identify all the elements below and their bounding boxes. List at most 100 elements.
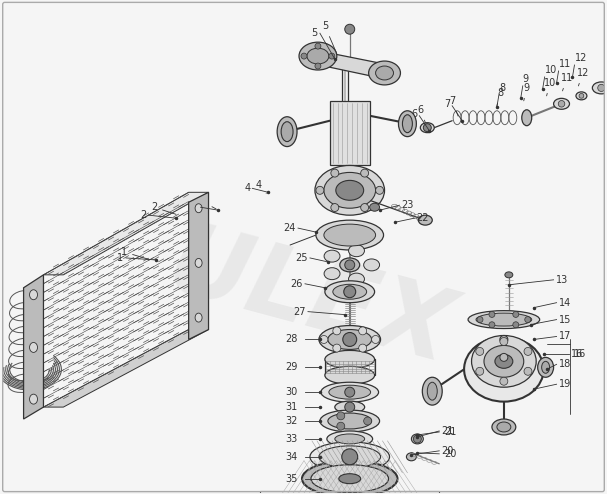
Ellipse shape — [324, 268, 340, 280]
Ellipse shape — [492, 419, 516, 435]
Circle shape — [371, 335, 379, 343]
Ellipse shape — [310, 442, 390, 472]
Ellipse shape — [576, 92, 587, 100]
Ellipse shape — [427, 382, 437, 400]
Polygon shape — [189, 192, 209, 339]
Text: 26: 26 — [291, 279, 303, 289]
Ellipse shape — [335, 401, 365, 413]
Ellipse shape — [30, 290, 38, 300]
Text: 21: 21 — [441, 426, 453, 436]
Text: 10: 10 — [544, 65, 557, 75]
Text: 10: 10 — [544, 78, 556, 96]
Text: 29: 29 — [286, 362, 298, 372]
Text: 31: 31 — [286, 402, 298, 412]
Text: 27: 27 — [294, 307, 306, 317]
Circle shape — [343, 332, 357, 346]
Ellipse shape — [402, 115, 412, 133]
Ellipse shape — [412, 434, 423, 444]
Text: 8: 8 — [497, 88, 503, 106]
Ellipse shape — [328, 329, 371, 349]
Circle shape — [342, 449, 358, 465]
Circle shape — [376, 186, 384, 194]
Ellipse shape — [195, 313, 202, 322]
Ellipse shape — [335, 434, 365, 444]
Ellipse shape — [522, 110, 532, 125]
Circle shape — [301, 53, 307, 59]
Ellipse shape — [500, 335, 508, 343]
Ellipse shape — [30, 394, 38, 404]
Ellipse shape — [328, 413, 371, 429]
Ellipse shape — [495, 354, 513, 369]
Ellipse shape — [324, 172, 376, 208]
Circle shape — [598, 84, 605, 91]
Circle shape — [361, 169, 368, 177]
Circle shape — [489, 311, 495, 318]
Circle shape — [500, 337, 508, 345]
Text: 11: 11 — [558, 59, 571, 69]
Ellipse shape — [325, 367, 375, 384]
Text: 22: 22 — [416, 213, 429, 223]
Ellipse shape — [592, 82, 607, 94]
Circle shape — [513, 311, 519, 318]
Circle shape — [345, 260, 354, 270]
Circle shape — [513, 322, 519, 328]
Text: ULEX: ULEX — [157, 215, 463, 384]
Bar — [260, 491, 439, 494]
Circle shape — [359, 327, 367, 335]
Circle shape — [345, 387, 354, 397]
Text: 5: 5 — [322, 21, 337, 53]
Text: 3: 3 — [200, 197, 216, 209]
Circle shape — [315, 43, 321, 49]
Circle shape — [320, 335, 328, 343]
Circle shape — [476, 368, 484, 375]
Text: 21: 21 — [444, 427, 456, 437]
Ellipse shape — [368, 61, 401, 85]
Text: 15: 15 — [558, 315, 571, 325]
Circle shape — [477, 317, 483, 323]
Ellipse shape — [407, 453, 416, 461]
Circle shape — [524, 347, 532, 355]
Text: 28: 28 — [286, 334, 298, 344]
Ellipse shape — [376, 66, 393, 80]
Text: 20: 20 — [441, 446, 453, 456]
Text: 35: 35 — [286, 474, 298, 484]
Text: 18: 18 — [558, 359, 571, 370]
Ellipse shape — [325, 350, 375, 369]
Ellipse shape — [472, 335, 536, 387]
Circle shape — [524, 368, 532, 375]
Ellipse shape — [324, 250, 340, 262]
Ellipse shape — [324, 224, 376, 246]
Circle shape — [476, 347, 484, 355]
Ellipse shape — [370, 203, 379, 211]
Text: 12: 12 — [574, 53, 587, 63]
Text: 32: 32 — [286, 416, 298, 426]
Text: 34: 34 — [286, 452, 298, 462]
Text: 1: 1 — [121, 247, 148, 259]
Circle shape — [315, 63, 321, 69]
Bar — [330, 101, 370, 165]
Text: 16: 16 — [574, 349, 586, 360]
Ellipse shape — [364, 259, 379, 271]
Ellipse shape — [476, 313, 532, 326]
Polygon shape — [44, 329, 209, 407]
Circle shape — [524, 317, 531, 323]
Text: 12: 12 — [577, 68, 589, 86]
Circle shape — [359, 344, 367, 352]
Ellipse shape — [316, 220, 384, 250]
Circle shape — [413, 435, 421, 443]
Ellipse shape — [348, 273, 364, 285]
Ellipse shape — [321, 382, 379, 402]
Circle shape — [345, 24, 354, 34]
Ellipse shape — [327, 431, 373, 447]
Text: 23: 23 — [401, 200, 414, 210]
Ellipse shape — [398, 111, 416, 137]
Circle shape — [333, 344, 341, 352]
Ellipse shape — [329, 385, 371, 399]
Text: 4: 4 — [256, 180, 266, 193]
Text: 6: 6 — [411, 109, 418, 119]
Ellipse shape — [418, 215, 432, 225]
Ellipse shape — [348, 245, 364, 257]
Ellipse shape — [505, 272, 513, 278]
Circle shape — [331, 169, 339, 177]
Circle shape — [345, 402, 354, 412]
